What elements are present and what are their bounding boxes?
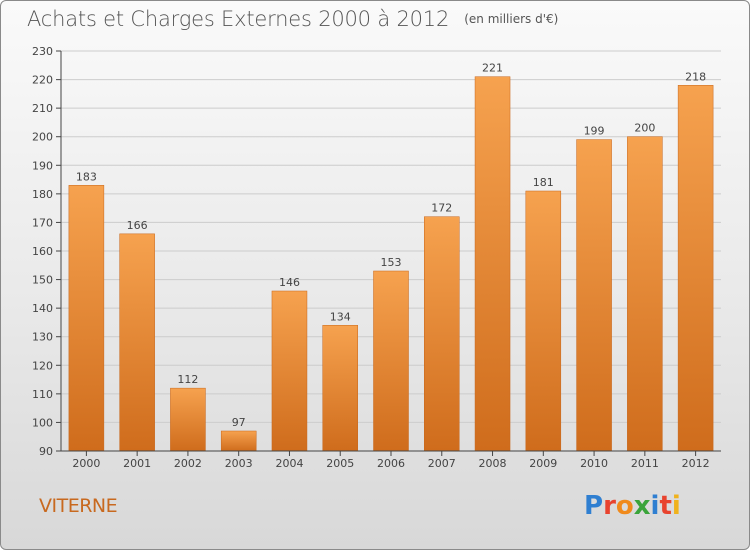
x-tick-label: 2001 xyxy=(123,457,151,470)
bar-value-label: 218 xyxy=(685,70,706,83)
y-tick-label: 210 xyxy=(32,102,53,115)
bar-value-label: 221 xyxy=(482,62,503,75)
bar-value-label: 183 xyxy=(76,170,97,183)
bar-value-label: 97 xyxy=(232,416,246,429)
brand-letter: i xyxy=(650,491,660,521)
bar xyxy=(68,185,105,452)
bar-value-label: 146 xyxy=(279,276,300,289)
x-tick-label: 2000 xyxy=(72,457,100,470)
y-tick-label: 180 xyxy=(32,188,53,201)
bars xyxy=(68,76,714,452)
bar xyxy=(424,216,460,452)
brand-logo[interactable]: Proxiti xyxy=(584,491,681,521)
bar xyxy=(627,136,663,452)
bar xyxy=(220,430,257,452)
tick-labels: 90 100 110 120 130 140 150 160 170 180 190 200 210 22… xyxy=(32,45,710,470)
bar-value-label: 166 xyxy=(127,219,148,232)
y-tick-label: 100 xyxy=(32,416,53,429)
chart-title: Achats et Charges Externes 2000 à 2012 xyxy=(27,7,450,31)
bar xyxy=(119,233,155,452)
bar xyxy=(474,76,511,452)
y-tick-label: 160 xyxy=(32,245,53,258)
bar xyxy=(525,190,562,452)
y-tick-label: 190 xyxy=(32,159,53,172)
x-tick-label: 2010 xyxy=(580,457,608,470)
y-tick-label: 130 xyxy=(32,331,53,344)
bar-value-label: 200 xyxy=(634,122,655,135)
x-tick-label: 2009 xyxy=(529,457,557,470)
chart-subtitle: (en milliers d'€) xyxy=(464,12,559,26)
x-tick-label: 2012 xyxy=(682,457,710,470)
brand-letter: r xyxy=(603,491,616,521)
bar xyxy=(170,387,206,452)
bar xyxy=(271,290,308,452)
y-tick-label: 90 xyxy=(39,445,53,458)
y-tick-label: 140 xyxy=(32,302,53,315)
bar xyxy=(322,325,358,452)
y-tick-label: 110 xyxy=(32,388,53,401)
x-tick-label: 2008 xyxy=(479,457,507,470)
x-tick-label: 2011 xyxy=(631,457,659,470)
place-name: VITERNE xyxy=(39,495,118,517)
brand-letter: o xyxy=(615,491,634,521)
y-tick-label: 200 xyxy=(32,131,53,144)
y-tick-label: 120 xyxy=(32,359,53,372)
bar-value-label: 153 xyxy=(381,256,402,269)
bar-value-label: 172 xyxy=(431,202,452,215)
title-block: Achats et Charges Externes 2000 à 2012 (… xyxy=(27,7,558,31)
brand-letter: i xyxy=(671,491,681,521)
x-tick-label: 2005 xyxy=(326,457,354,470)
bar xyxy=(677,85,714,452)
x-tick-label: 2002 xyxy=(174,457,202,470)
x-tick-label: 2006 xyxy=(377,457,405,470)
y-tick-label: 230 xyxy=(32,45,53,58)
axes xyxy=(56,50,721,456)
brand-letter: x xyxy=(633,491,651,521)
brand-letter: t xyxy=(659,491,672,521)
bar-value-label: 134 xyxy=(330,310,351,323)
bar xyxy=(576,139,612,452)
y-tick-label: 220 xyxy=(32,74,53,87)
bar xyxy=(373,270,409,452)
x-tick-label: 2007 xyxy=(428,457,456,470)
bar-value-label: 199 xyxy=(584,125,605,138)
x-tick-label: 2004 xyxy=(275,457,303,470)
brand-letter: P xyxy=(584,491,604,521)
y-tick-label: 150 xyxy=(32,274,53,287)
bar-value-label: 112 xyxy=(177,373,198,386)
x-tick-label: 2003 xyxy=(225,457,253,470)
bar-value-label: 181 xyxy=(533,176,554,189)
y-tick-label: 170 xyxy=(32,216,53,229)
